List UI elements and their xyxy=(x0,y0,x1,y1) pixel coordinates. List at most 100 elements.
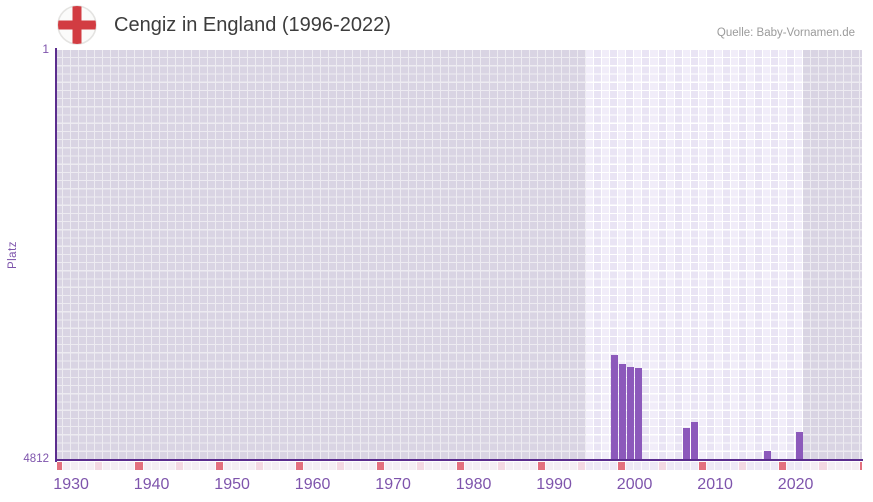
timeline-cell xyxy=(714,462,723,470)
grid-column xyxy=(264,50,273,460)
bar-1997[interactable] xyxy=(610,355,618,460)
grid-column xyxy=(280,50,289,460)
grid-column xyxy=(803,50,812,460)
timeline-cell xyxy=(344,462,353,470)
grid-column xyxy=(296,50,305,460)
timeline-cell xyxy=(95,462,104,470)
timeline-cell xyxy=(441,462,450,470)
x-tick-1990: 1990 xyxy=(536,476,572,493)
x-tick-1970: 1970 xyxy=(375,476,411,493)
grid-column xyxy=(159,50,168,460)
bar-2016[interactable] xyxy=(763,451,771,460)
y-axis-title: Platz xyxy=(7,240,19,270)
timeline-cell xyxy=(352,462,361,470)
timeline-cell xyxy=(264,462,273,470)
grid-column xyxy=(521,50,530,460)
timeline-cell xyxy=(537,462,546,470)
timeline-cell xyxy=(578,462,587,470)
timeline-cell xyxy=(143,462,152,470)
grid-column xyxy=(706,50,715,460)
grid-column xyxy=(457,50,466,460)
timeline-cell xyxy=(602,462,611,470)
grid-column xyxy=(207,50,216,460)
timeline-cell xyxy=(755,462,764,470)
grid-column xyxy=(722,50,731,460)
x-tick-1930: 1930 xyxy=(53,476,89,493)
grid-column xyxy=(489,50,498,460)
timeline-cell xyxy=(843,462,852,470)
grid-column xyxy=(183,50,192,460)
grid-column xyxy=(698,50,707,460)
timeline-cell xyxy=(207,462,216,470)
grid-column xyxy=(594,50,603,460)
timeline-cell xyxy=(199,462,208,470)
timeline-cell xyxy=(320,462,329,470)
timeline-cell xyxy=(111,462,120,470)
timeline-cell xyxy=(473,462,482,470)
grid-column xyxy=(167,50,176,460)
timeline-cell xyxy=(553,462,562,470)
timeline-cell xyxy=(376,462,385,470)
timeline-cell xyxy=(690,462,699,470)
timeline-cell xyxy=(79,462,88,470)
grid-column xyxy=(529,50,538,460)
grid-column xyxy=(425,50,434,460)
bar-2006[interactable] xyxy=(683,428,691,460)
timeline-cell xyxy=(771,462,780,470)
grid-column xyxy=(328,50,337,460)
timeline-cell xyxy=(103,462,112,470)
grid-column xyxy=(288,50,297,460)
timeline-cell xyxy=(256,462,265,470)
timeline-cell xyxy=(594,462,603,470)
timeline-cell xyxy=(505,462,514,470)
grid-column xyxy=(738,50,748,460)
timeline-cell xyxy=(336,462,345,470)
chart-header: Cengiz in England (1996-2022) Quelle: Ba… xyxy=(0,0,873,50)
bar-2020[interactable] xyxy=(796,432,804,460)
timeline-cell xyxy=(545,462,554,470)
grid-column xyxy=(795,50,804,460)
bar-1999[interactable] xyxy=(627,367,635,460)
grid-column xyxy=(392,50,402,460)
timeline-cell xyxy=(779,462,788,470)
timeline-cell xyxy=(586,462,595,470)
grid-column xyxy=(513,50,522,460)
timeline-strip xyxy=(57,462,862,470)
grid-column xyxy=(545,50,554,460)
grid-column xyxy=(473,50,482,460)
x-tick-1960: 1960 xyxy=(294,476,331,493)
grid-column xyxy=(618,50,627,460)
grid-column xyxy=(537,50,546,460)
grid-background xyxy=(57,50,862,460)
bar-2000[interactable] xyxy=(635,368,643,460)
x-tick-2020: 2020 xyxy=(777,476,814,493)
grid-column xyxy=(779,50,788,460)
grid-column xyxy=(730,50,739,460)
grid-column xyxy=(787,50,796,460)
y-axis-top-tick: 1 xyxy=(42,42,49,56)
grid-column xyxy=(763,50,772,460)
timeline-cell xyxy=(489,462,498,470)
bar-2007[interactable] xyxy=(691,422,699,460)
grid-column xyxy=(336,50,345,460)
source-credit: Quelle: Baby-Vornamen.de xyxy=(716,27,855,39)
timeline-cell xyxy=(497,462,506,470)
timeline-cell xyxy=(811,462,820,470)
grid-column xyxy=(441,50,450,460)
timeline-cell xyxy=(127,462,136,470)
grid-column xyxy=(344,50,353,460)
timeline-cell xyxy=(706,462,715,470)
grid-column xyxy=(272,50,281,460)
grid-column xyxy=(232,50,241,460)
bar-1998[interactable] xyxy=(619,364,626,460)
grid-column xyxy=(103,50,112,460)
timeline-cell xyxy=(835,462,844,470)
timeline-cell xyxy=(610,462,619,470)
grid-column xyxy=(465,50,474,460)
grid-column xyxy=(368,50,377,460)
timeline-cell xyxy=(392,462,402,470)
timeline-cell xyxy=(570,462,579,470)
grid-column xyxy=(747,50,756,460)
grid-column xyxy=(71,50,80,460)
grid-column xyxy=(191,50,200,460)
